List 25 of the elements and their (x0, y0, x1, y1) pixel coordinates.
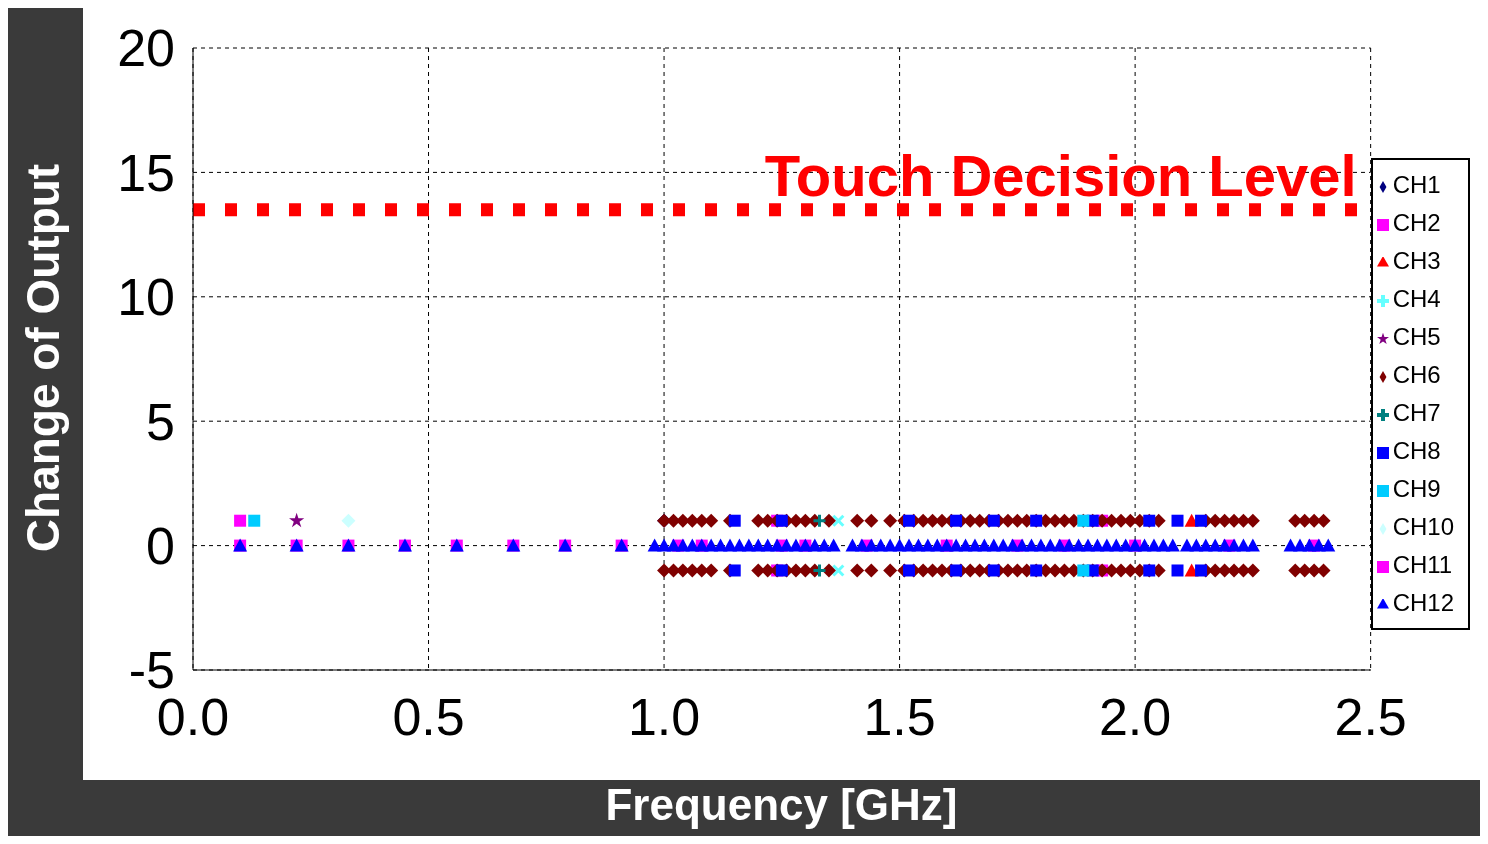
y-tick-label: 0 (146, 517, 175, 576)
x-tick-label: 1.5 (863, 687, 936, 746)
y-tick-label: 20 (117, 19, 175, 78)
legend-label: CH11 (1392, 551, 1453, 578)
y-tick-label: 10 (117, 268, 175, 327)
x-tick-label: 2.5 (1334, 687, 1407, 746)
x-tick-label: 0.5 (392, 687, 465, 746)
x-tick-label: 1.0 (627, 687, 701, 746)
legend-label: CH1 (1392, 171, 1441, 198)
ref-line-label: Touch Decision Level (764, 142, 1357, 208)
legend-label: CH3 (1392, 247, 1441, 274)
legend-label: CH5 (1392, 323, 1441, 350)
legend-label: CH10 (1392, 513, 1454, 540)
y-tick-label: 5 (146, 392, 175, 451)
legend-label: CH4 (1392, 285, 1441, 312)
legend-label: CH7 (1392, 399, 1441, 426)
x-axis-title: Frequency [GHz] (604, 780, 959, 830)
y-tick-label: 15 (117, 143, 175, 202)
x-tick-label: 2.0 (1098, 687, 1172, 746)
legend-label: CH6 (1392, 361, 1441, 388)
y-axis-title: Change of Output (16, 163, 70, 553)
legend-label: CH2 (1392, 209, 1441, 236)
legend-label: CH9 (1392, 475, 1441, 502)
legend-label: CH8 (1392, 437, 1441, 464)
legend-label: CH12 (1392, 589, 1454, 616)
